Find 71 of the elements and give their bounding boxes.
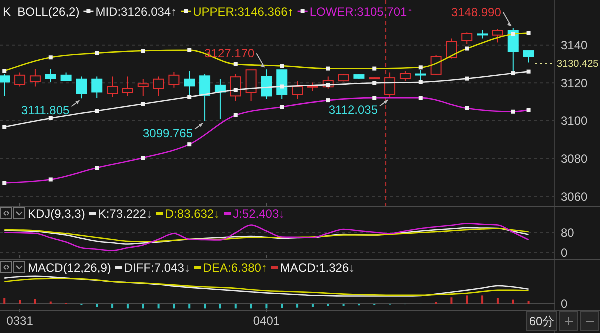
bar [528, 301, 530, 304]
bar [281, 304, 284, 308]
point [526, 70, 531, 74]
bar [173, 304, 176, 309]
bar [327, 304, 330, 306]
annotation: 3148.990 [451, 5, 502, 20]
bar [204, 304, 206, 309]
bar [482, 296, 484, 304]
legend-label: MACD:1.326↓ [280, 261, 356, 275]
y-tick-label: 0 [561, 246, 568, 260]
candlestick [76, 76, 88, 100]
legend-label: DIFF:7.043↓ [124, 261, 190, 275]
bar [266, 304, 268, 309]
x-tick-label: 0331 [6, 314, 34, 328]
candlestick [261, 69, 272, 100]
point [48, 116, 53, 120]
chart-title: MACD(12,26,9) [28, 261, 112, 275]
bar [158, 304, 160, 309]
point [511, 72, 516, 76]
point [141, 102, 146, 106]
bar [234, 304, 237, 309]
bar [296, 304, 299, 308]
bar [466, 296, 468, 304]
candlestick [153, 76, 164, 97]
point [95, 109, 100, 114]
legend-label: UPPER:3146.366↑ [193, 5, 294, 19]
candlestick [107, 76, 118, 98]
annotation: 3127.170 [204, 46, 256, 61]
y-tick-label: 3120 [561, 76, 588, 90]
point [234, 88, 238, 92]
legend-label: DEA:6.380↑ [203, 261, 268, 275]
bar [312, 304, 314, 308]
bar [19, 300, 22, 304]
legend-label: J:52.403↓ [233, 207, 286, 221]
bar [450, 298, 453, 304]
bar [96, 304, 98, 308]
point [418, 80, 423, 84]
ref-line-label: 3130.425 [557, 58, 600, 70]
point [280, 84, 284, 89]
annotation: 3111.805 [21, 104, 70, 118]
bar [112, 304, 114, 308]
point [372, 81, 377, 86]
line-series [4, 223, 530, 252]
bar [496, 298, 499, 304]
bar [142, 304, 144, 309]
y-tick-label: 3060 [561, 190, 588, 204]
point [465, 76, 470, 81]
bar [34, 299, 36, 304]
y-tick-label: 3080 [561, 152, 588, 166]
y-tick-label: 3100 [561, 114, 588, 128]
point [2, 125, 7, 130]
chart-title: K BOLL(26,2) [3, 5, 80, 19]
annotation: 3099.765 [142, 126, 194, 140]
point [188, 95, 192, 100]
legend-label: D:83.632↓ [165, 207, 220, 221]
y-tick-label: 3140 [561, 38, 588, 53]
bar [219, 304, 222, 309]
bar [250, 304, 252, 309]
text: 60分 [529, 314, 555, 329]
annotation: 3112.035 [328, 103, 378, 118]
legend-label: LOWER:3105.701↑ [310, 5, 414, 19]
chart-title: KDJ(9,3,3) [28, 207, 86, 221]
bar [512, 300, 514, 304]
bar [126, 304, 129, 309]
legend-label: K:73.222↓ [98, 207, 152, 221]
bar [188, 304, 191, 309]
candlestick [92, 76, 103, 99]
bar [4, 298, 6, 304]
x-tick-label: 0401 [253, 314, 280, 328]
y-tick-label: 80 [561, 226, 575, 240]
legend-label: MID:3126.034↑ [96, 5, 178, 19]
